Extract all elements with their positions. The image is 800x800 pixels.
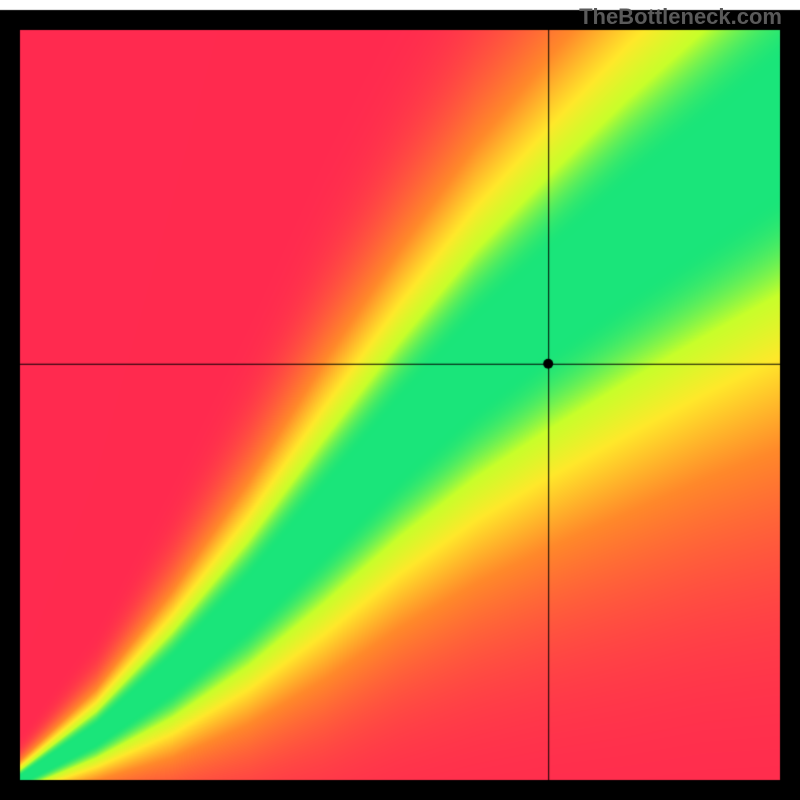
chart-container: TheBottleneck.com: [0, 0, 800, 800]
watermark-text: TheBottleneck.com: [579, 4, 782, 30]
bottleneck-heatmap: [0, 0, 800, 800]
